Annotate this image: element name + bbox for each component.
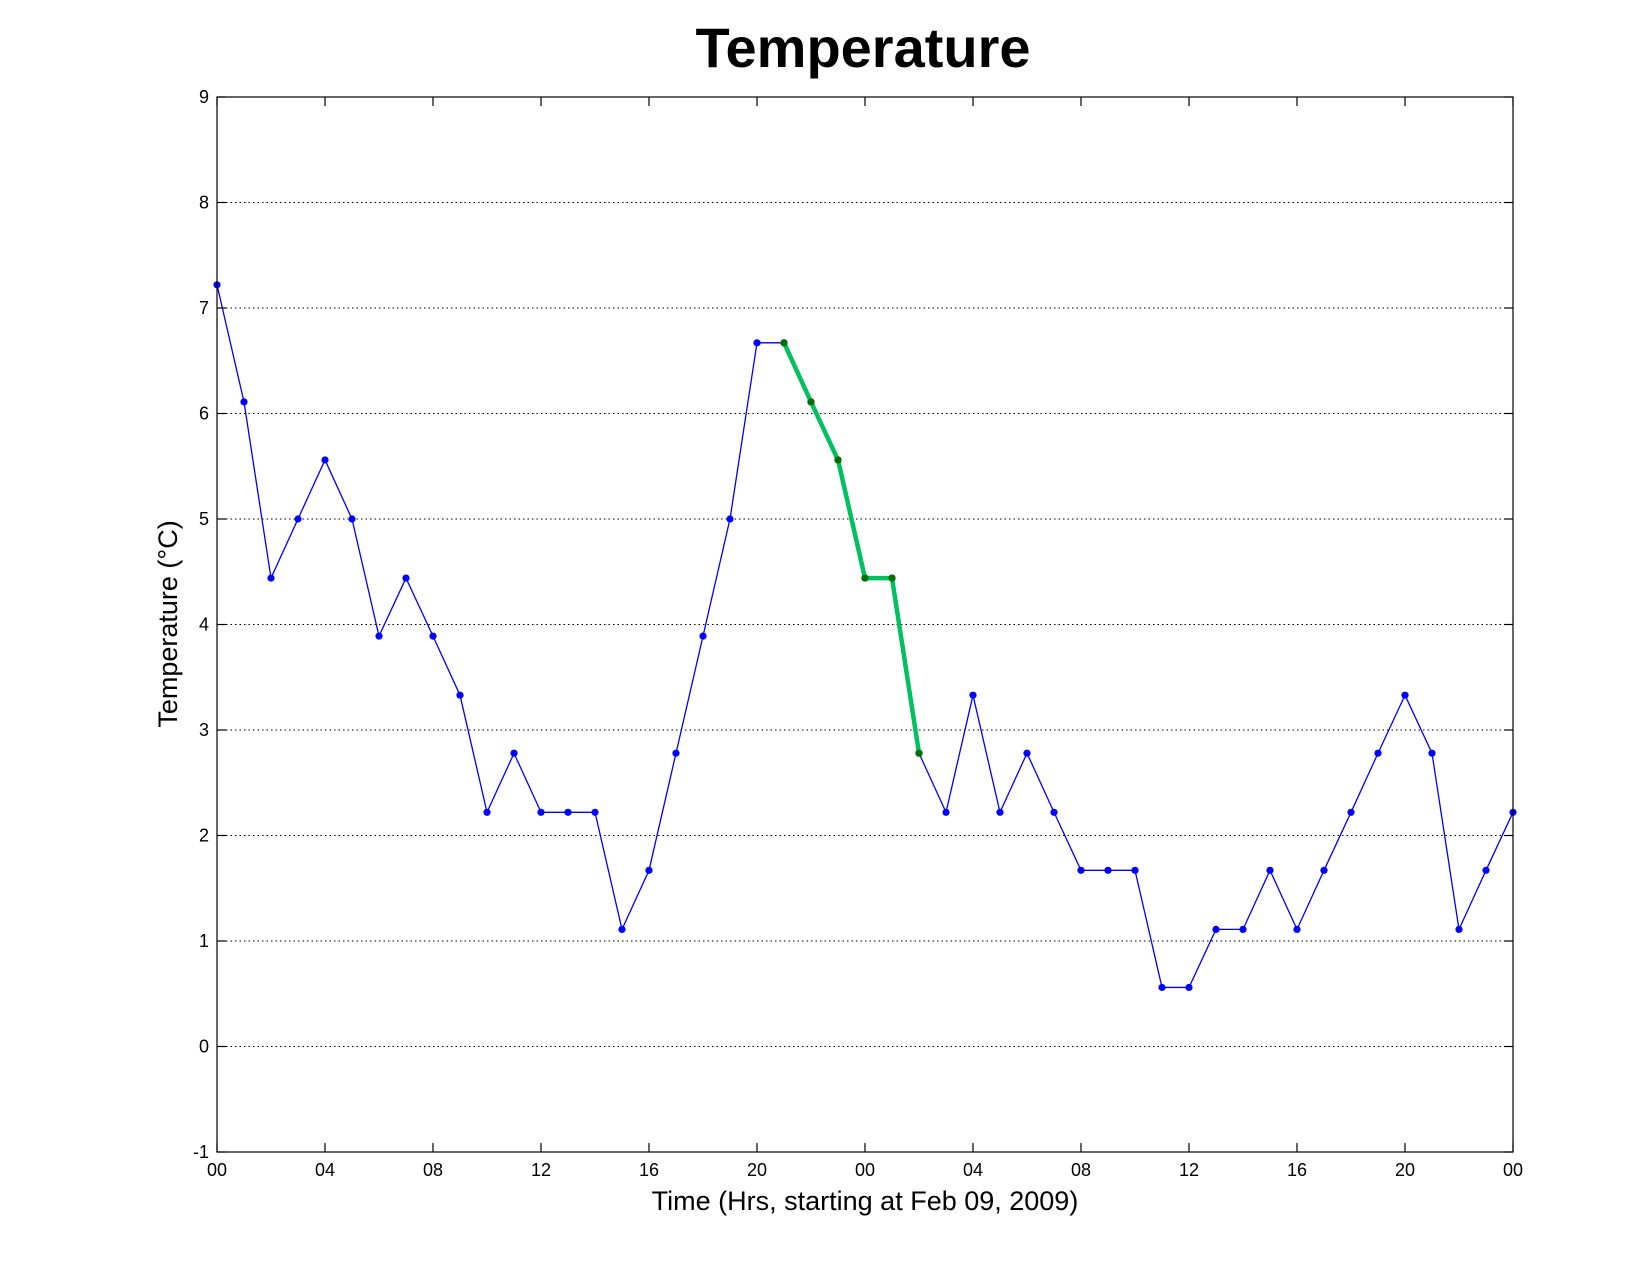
y-tick-label: 2: [199, 826, 209, 846]
data-point: [1455, 925, 1463, 933]
y-tick-label: 5: [199, 509, 209, 529]
data-point: [267, 574, 275, 582]
data-point: [753, 339, 761, 347]
x-tick-label: 08: [1071, 1160, 1091, 1180]
data-point: [564, 808, 572, 816]
data-point: [537, 808, 545, 816]
data-point: [1077, 866, 1085, 874]
highlighted-data-point: [888, 574, 896, 582]
y-tick-label: 8: [199, 193, 209, 213]
data-point: [1158, 983, 1166, 992]
chart-title: Temperature: [695, 16, 1030, 79]
data-point: [996, 808, 1004, 816]
x-tick-label: 20: [1395, 1160, 1415, 1180]
data-point: [1131, 866, 1139, 874]
grid-lines: [217, 202, 1513, 1047]
data-point: [510, 749, 518, 757]
data-point: [1374, 749, 1382, 757]
data-point: [456, 691, 464, 699]
data-point: [726, 515, 734, 523]
data-point: [1482, 866, 1490, 874]
highlighted-data-point: [780, 339, 788, 347]
data-point: [429, 632, 437, 640]
data-point: [321, 456, 329, 464]
highlighted-segment-line: [781, 341, 922, 754]
x-tick-label: 20: [747, 1160, 767, 1180]
y-tick-label: 4: [199, 615, 209, 635]
data-point: [1347, 808, 1355, 816]
data-point: [942, 808, 950, 816]
y-tick-label: 3: [199, 720, 209, 740]
data-point: [1023, 749, 1031, 757]
x-tick-label: 00: [1503, 1160, 1523, 1180]
data-series: [213, 281, 1517, 992]
x-tick-label: 12: [531, 1160, 551, 1180]
data-point: [294, 515, 302, 523]
y-tick-label: 9: [199, 87, 209, 107]
data-point: [1104, 866, 1112, 874]
x-tick-label: 00: [207, 1160, 227, 1180]
highlighted-data-point: [807, 398, 815, 406]
x-tick-label: 04: [315, 1160, 335, 1180]
data-point: [1401, 691, 1409, 699]
data-point: [1050, 808, 1058, 816]
data-point: [1212, 925, 1220, 933]
data-point: [1239, 925, 1247, 933]
y-tick-label: 0: [199, 1037, 209, 1057]
y-tick-label: 7: [199, 298, 209, 318]
data-point: [348, 515, 356, 523]
data-point: [375, 632, 383, 640]
data-point: [969, 691, 977, 699]
data-point: [591, 808, 599, 816]
data-point: [699, 632, 707, 640]
x-tick-label: 00: [855, 1160, 875, 1180]
y-tick-label: -1: [193, 1142, 209, 1162]
data-point: [672, 749, 680, 757]
data-point: [1428, 749, 1436, 757]
y-axis-label: Temperature (°C): [153, 520, 183, 727]
highlighted-data-point: [834, 456, 842, 464]
data-point: [1185, 983, 1193, 992]
data-point: [1293, 925, 1301, 933]
x-tick-label: 16: [639, 1160, 659, 1180]
data-point: [402, 574, 410, 582]
data-point: [618, 925, 626, 933]
data-point: [240, 398, 248, 406]
data-point: [1320, 866, 1328, 874]
data-point: [483, 808, 491, 816]
x-axis-label: Time (Hrs, starting at Feb 09, 2009): [652, 1186, 1079, 1216]
temperature-line: [216, 284, 1514, 989]
x-tick-label: 16: [1287, 1160, 1307, 1180]
data-point: [1266, 866, 1274, 874]
highlighted-data-point: [915, 749, 923, 757]
x-tick-label: 08: [423, 1160, 443, 1180]
highlighted-data-point: [861, 574, 869, 582]
data-point: [645, 866, 653, 874]
x-tick-label: 12: [1179, 1160, 1199, 1180]
x-tick-label: 04: [963, 1160, 983, 1180]
y-tick-label: 6: [199, 404, 209, 424]
y-tick-label: 1: [199, 931, 209, 951]
